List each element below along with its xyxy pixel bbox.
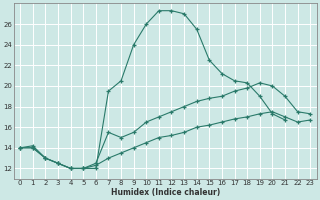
X-axis label: Humidex (Indice chaleur): Humidex (Indice chaleur) [111, 188, 220, 197]
